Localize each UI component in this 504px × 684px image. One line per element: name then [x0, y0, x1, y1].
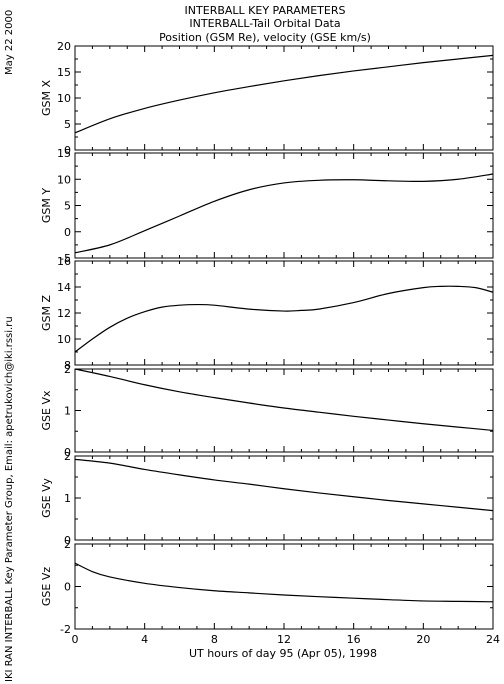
x-tick-label: 4 [141, 633, 148, 646]
panel-frame [74, 543, 494, 630]
panel-frame [74, 368, 494, 453]
y-tick-label: 2 [64, 538, 71, 551]
y-tick-label: 0 [64, 446, 71, 459]
y-tick-label: 5 [64, 200, 71, 213]
y-tick-label: 20 [57, 40, 71, 53]
x-tick-label: 0 [72, 633, 79, 646]
series-line [74, 562, 494, 603]
y-tick-label: 2 [64, 450, 71, 463]
y-tick-label: 0 [64, 534, 71, 547]
y-axis-label: GSE Vx [40, 390, 53, 430]
y-axis-label: GSM Z [40, 295, 53, 331]
y-tick-label: 10 [57, 173, 71, 186]
y-tick-label: 15 [57, 147, 71, 160]
y-tick-label: 15 [57, 66, 71, 79]
y-tick-label: 1 [64, 405, 71, 418]
x-axis-label: UT hours of day 95 (Apr 05), 1998 [189, 647, 377, 660]
panel-5: 0 1 2 GSE Vy [40, 450, 494, 547]
y-tick-label: -5 [60, 252, 71, 265]
series-line [74, 458, 494, 512]
y-tick-label: 12 [57, 307, 71, 320]
x-tick-label: 20 [416, 633, 430, 646]
y-tick-label: 5 [64, 118, 71, 131]
y-tick-label: 2 [64, 363, 71, 376]
panel-3: 8 10 12 14 16 GSM Z [40, 255, 494, 372]
y-tick-label: 8 [64, 359, 71, 372]
y-axis-label: GSE Vy [40, 478, 53, 518]
credit-line: IKI RAN INTERBALL Key Parameter Group, E… [4, 316, 15, 682]
y-tick-label: 0 [64, 581, 71, 594]
y-tick-label: 0 [64, 144, 71, 157]
y-tick-label: 10 [57, 333, 71, 346]
panel-1: 0 5 10 15 20 GSM X [40, 40, 494, 157]
x-tick-label: 16 [347, 633, 361, 646]
x-tick-label: 12 [277, 633, 291, 646]
panel-frame [74, 260, 494, 366]
y-tick-label: -2 [60, 623, 71, 636]
series-line [74, 285, 494, 353]
series-line [74, 173, 494, 254]
y-axis-label: GSM X [40, 80, 53, 116]
y-tick-label: 14 [57, 281, 71, 294]
series-line [74, 368, 494, 432]
series-line [74, 54, 494, 134]
y-tick-label: 1 [64, 492, 71, 505]
y-axis-label: GSE Vz [40, 567, 53, 606]
x-tick-label: 8 [211, 633, 218, 646]
panel-frame [74, 152, 494, 259]
x-tick-label: 24 [486, 633, 500, 646]
y-tick-label: 16 [57, 255, 71, 268]
chart-title-line1: INTERBALL KEY PARAMETERS [185, 4, 346, 17]
y-axis-label: GSM Y [40, 188, 53, 223]
y-tick-label: 10 [57, 92, 71, 105]
panel-4: 0 1 2 GSE Vx [40, 363, 494, 459]
panel-2: -5 0 5 10 15 GSM Y [40, 147, 494, 265]
date-stamp: May 22 2000 [4, 10, 15, 75]
chart-title-line3: Position (GSM Re), velocity (GSE km/s) [159, 31, 371, 44]
chart-title-line2: INTERBALL-Tail Orbital Data [189, 17, 340, 30]
y-tick-label: 0 [64, 226, 71, 239]
